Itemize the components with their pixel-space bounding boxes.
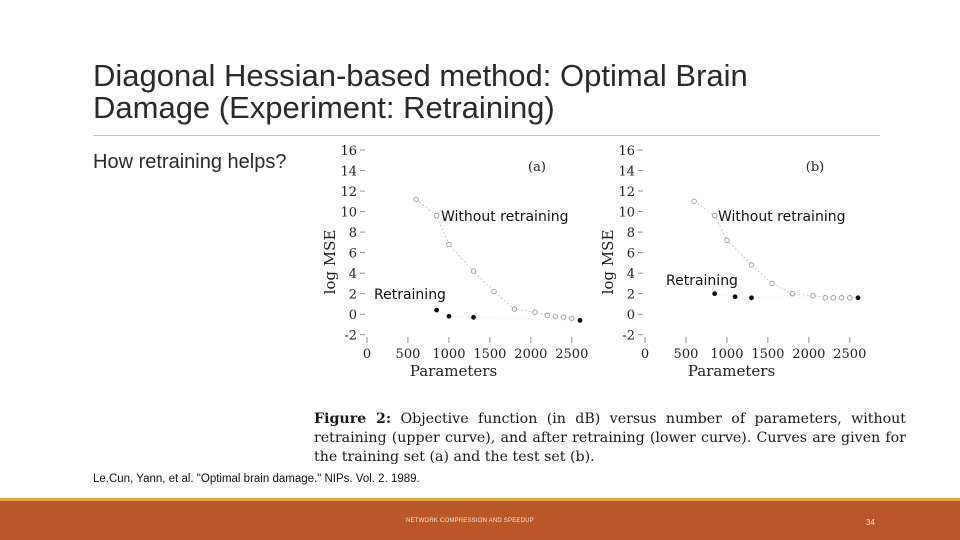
y-tick-label: 14 [340,165,357,180]
data-point-without-retraining [569,315,575,322]
slide-title: Diagonal Hessian-based method: Optimal B… [93,58,748,125]
overlay-label-without-retraining-b: Without retraining [718,209,845,225]
series-line-retraining [714,293,858,299]
overlay-label-retraining-b: Retraining [666,273,738,289]
data-point-retraining [712,291,718,297]
x-tick-label: 2000 [792,347,825,362]
y-tick-label: 0 [349,308,357,323]
data-point-without-retraining [711,212,718,219]
y-tick-label: 12 [340,185,357,200]
y-tick-label: 2 [627,288,635,303]
y-axis-label: log MSE [321,230,339,295]
footer-accent-bar [0,498,960,501]
data-point-without-retraining [544,312,550,318]
x-tick-label: 1500 [751,347,784,362]
chart-panel-a: -2 0 2 4 6 8 10 12 14 16 0 500 1000 1500 2000 2500 (a) Pa… [321,144,588,380]
panel-label: (b) [806,160,824,175]
y-tick-label: 12 [618,185,635,200]
y-tick-label: 8 [349,226,357,241]
data-point-without-retraining [491,288,497,295]
data-point-without-retraining [433,212,440,219]
data-point-without-retraining [413,196,419,203]
data-point-without-retraining [748,262,755,268]
y-tick-label: 4 [349,267,357,282]
overlay-label-retraining-a: Retraining [374,287,446,303]
y-tick-label: 14 [618,165,635,180]
data-point-without-retraining [691,198,697,205]
data-point-without-retraining [560,314,567,321]
data-point-without-retraining [789,290,796,297]
data-point-retraining [749,295,754,301]
x-axis-label: Parameters [410,362,497,380]
overlay-label-without-retraining-a: Without retraining [441,209,568,225]
caption-label: Figure 2: [314,411,392,427]
data-point-without-retraining [446,241,452,248]
y-tick-label: 10 [618,206,635,221]
x-tick-label: 2500 [555,347,588,362]
x-tick-label: 2000 [514,347,547,362]
data-point-retraining [446,313,452,319]
series-line-retraining [436,309,581,321]
x-tick-label: 500 [674,347,699,362]
y-tick-label: 6 [627,247,635,262]
data-point-without-retraining [532,309,538,315]
data-point-without-retraining [470,268,477,274]
y-axis-label: log MSE [599,230,617,295]
data-point-without-retraining [769,280,775,287]
x-tick-label: 0 [641,347,649,362]
question-text: How retraining helps? [93,151,287,173]
y-tick-label: -2 [344,329,357,344]
data-point-without-retraining [810,292,816,299]
footer-text: NETWORK COMPRESSION AND SPEEDUP [406,518,534,524]
y-tick-label: 6 [349,247,357,262]
data-point-retraining [471,314,476,320]
data-point-without-retraining [511,306,518,312]
figure-caption: Figure 2: Objective function (in dB) ver… [314,410,906,467]
page-number: 34 [866,518,875,527]
footer-bar [0,501,960,540]
data-point-retraining [434,307,440,313]
y-tick-label: 10 [340,206,357,221]
x-tick-label: 500 [396,347,421,362]
y-tick-label: 16 [618,144,635,159]
data-point-retraining [855,295,861,301]
x-tick-label: 1000 [432,347,465,362]
citation: Le.Cun, Yann, et al. "Optimal brain dama… [93,473,420,485]
x-tick-label: 1500 [473,347,506,362]
y-tick-label: 2 [349,288,357,303]
y-tick-label: 0 [627,308,635,323]
chart-panel-b: -2 0 2 4 6 8 10 12 14 16 0 500 1000 1500 2000 2500 (b) Pa… [599,144,866,380]
x-tick-label: 1000 [710,347,743,362]
title-divider [93,135,880,136]
data-point-retraining [577,317,583,323]
x-axis-label: Parameters [688,362,775,380]
data-point-without-retraining [552,313,559,320]
y-tick-label: -2 [622,329,635,344]
panel-label: (a) [528,160,546,175]
data-point-without-retraining [724,237,730,244]
caption-text: Objective function (in dB) versus number… [314,411,907,465]
y-tick-label: 16 [340,144,357,159]
data-point-without-retraining [847,295,853,301]
y-tick-label: 4 [627,267,635,282]
x-tick-label: 2500 [833,347,866,362]
data-point-retraining [732,294,738,300]
y-tick-label: 8 [627,226,635,241]
x-tick-label: 0 [363,347,371,362]
